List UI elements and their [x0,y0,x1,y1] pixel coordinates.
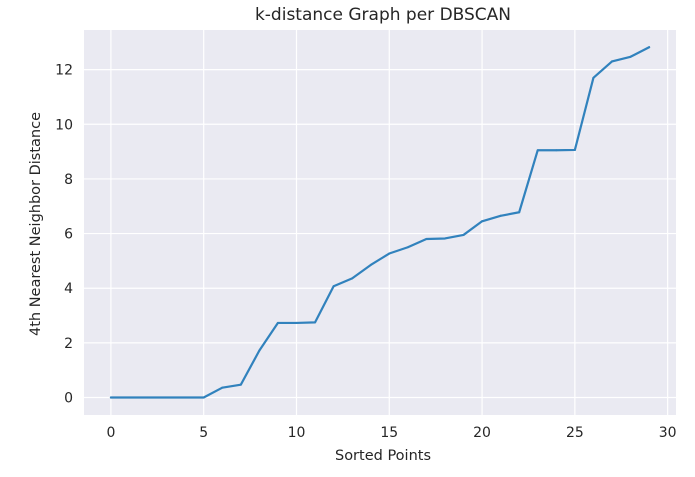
data-point [499,214,502,217]
series-layer [109,46,651,399]
data-point [147,396,150,399]
data-point [573,148,576,151]
data-point [369,263,372,266]
x-tick-label: 30 [659,425,677,441]
y-tick-label: 6 [64,227,73,243]
y-axis-label: 4th Nearest Neighbor Distance [28,112,44,336]
x-tick-label: 20 [473,425,491,441]
data-point [314,321,317,324]
data-point [202,396,205,399]
x-tick-label: 25 [566,425,584,441]
x-tick-label: 10 [288,425,306,441]
data-point [536,149,539,152]
data-point [406,246,409,249]
data-point [351,277,354,280]
chart-title: k-distance Graph per DBSCAN [255,5,511,25]
data-point [610,60,613,63]
y-tick-label: 4 [64,281,73,297]
data-point [462,233,465,236]
data-point [592,76,595,79]
x-tick-label: 15 [380,425,398,441]
data-point [481,220,484,223]
data-point [221,386,224,389]
data-point [165,396,168,399]
data-point [128,396,131,399]
data-point [295,321,298,324]
data-point [425,238,428,241]
data-point [388,252,391,255]
data-point [443,237,446,240]
data-point [258,349,261,352]
y-tick-label: 8 [64,172,73,188]
data-point [555,149,558,152]
x-tick-label: 0 [106,425,115,441]
data-point [109,396,112,399]
data-point [239,383,242,386]
x-axis-label: Sorted Points [335,448,431,464]
y-tick-label: 2 [64,336,73,352]
series-line [109,46,651,399]
data-point [518,211,521,214]
tick-labels: 0 5 10 15 20 25 30 0 2 4 6 8 10 12 [55,63,676,441]
plot-background [84,30,676,415]
data-point [648,46,651,49]
y-tick-label: 0 [64,391,73,407]
y-tick-label: 12 [55,63,73,79]
data-point [332,285,335,288]
y-tick-label: 10 [55,117,73,133]
data-point [184,396,187,399]
x-tick-label: 5 [199,425,208,441]
data-point [276,321,279,324]
data-point [629,55,632,58]
